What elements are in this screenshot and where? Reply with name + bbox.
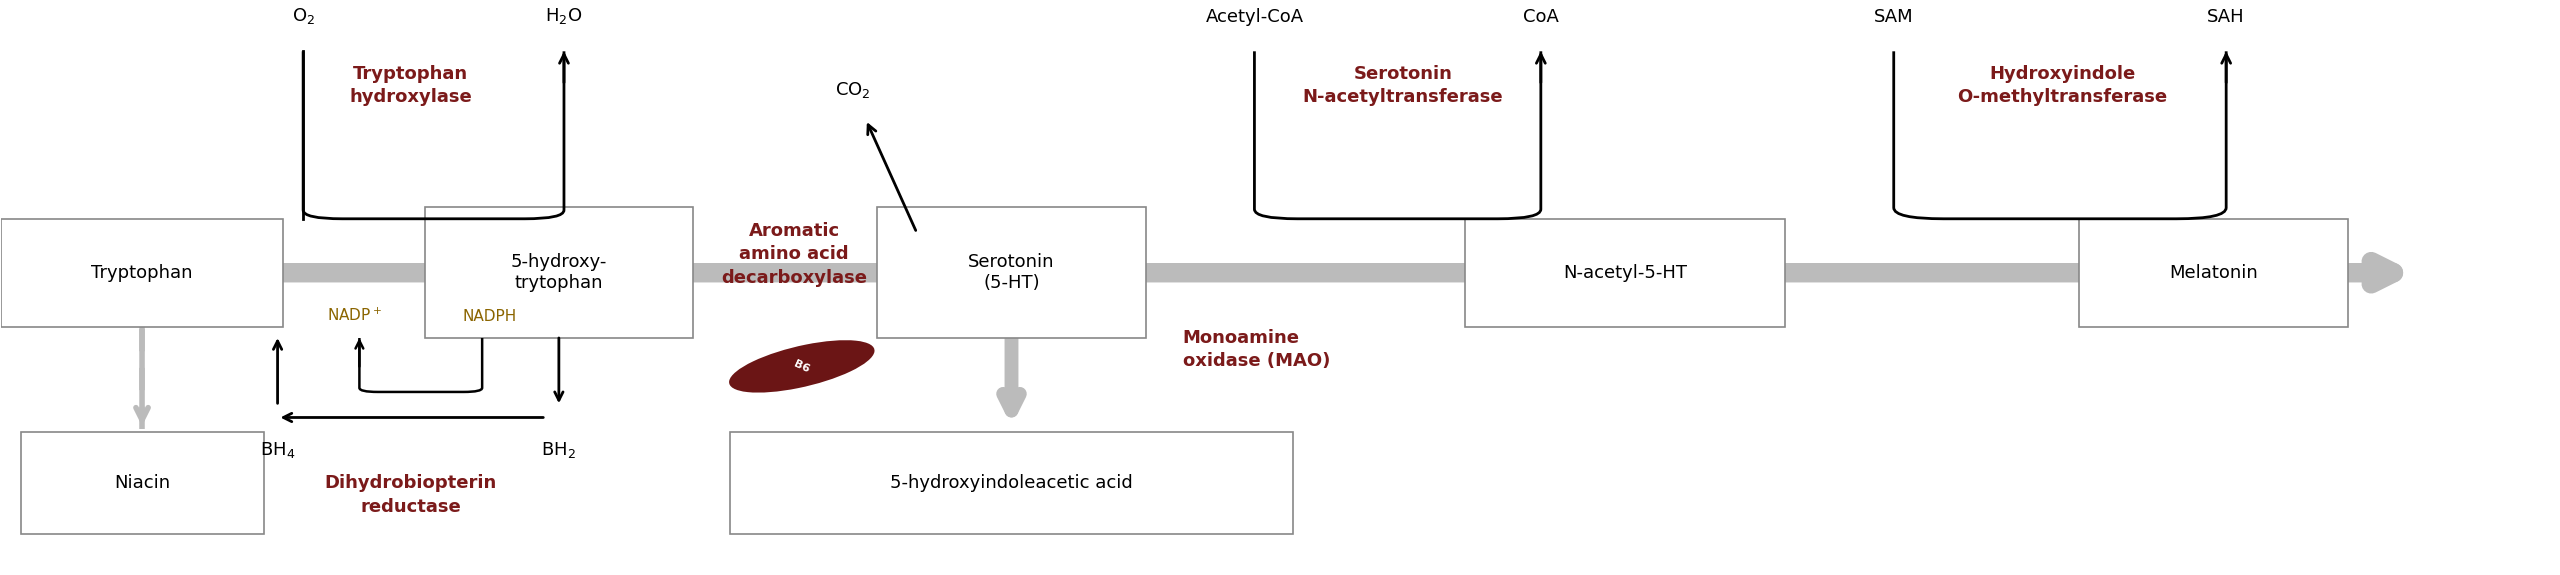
- Text: Tryptophan: Tryptophan: [92, 264, 192, 282]
- Text: Serotonin
(5-HT): Serotonin (5-HT): [968, 254, 1055, 292]
- Text: BH$_4$: BH$_4$: [261, 440, 294, 460]
- Text: Monoamine
oxidase (MAO): Monoamine oxidase (MAO): [1183, 328, 1331, 370]
- Text: BH$_2$: BH$_2$: [543, 440, 576, 460]
- Text: SAM: SAM: [1874, 8, 1912, 26]
- FancyBboxPatch shape: [3, 218, 282, 327]
- FancyBboxPatch shape: [1464, 218, 1784, 327]
- FancyBboxPatch shape: [878, 208, 1147, 338]
- Text: B6: B6: [794, 358, 812, 374]
- Text: NADP$^+$: NADP$^+$: [328, 306, 381, 324]
- Text: Aromatic
amino acid
decarboxylase: Aromatic amino acid decarboxylase: [722, 221, 868, 287]
- Text: Serotonin
N-acetyltransferase: Serotonin N-acetyltransferase: [1303, 64, 1503, 106]
- Text: 5-hydroxyindoleacetic acid: 5-hydroxyindoleacetic acid: [891, 474, 1134, 492]
- Text: Acetyl-CoA: Acetyl-CoA: [1206, 8, 1303, 26]
- Text: NADPH: NADPH: [463, 309, 517, 324]
- Text: H$_2$O: H$_2$O: [545, 6, 584, 26]
- FancyBboxPatch shape: [730, 432, 1293, 534]
- Text: SAH: SAH: [2207, 8, 2245, 26]
- Text: Tryptophan
hydroxylase: Tryptophan hydroxylase: [348, 64, 471, 106]
- Text: O$_2$: O$_2$: [292, 6, 315, 26]
- Text: Dihydrobiopterin
reductase: Dihydrobiopterin reductase: [325, 474, 497, 516]
- FancyBboxPatch shape: [20, 432, 264, 534]
- Text: Niacin: Niacin: [115, 474, 169, 492]
- Text: CoA: CoA: [1523, 8, 1559, 26]
- Text: 5-hydroxy-
trytophan: 5-hydroxy- trytophan: [509, 254, 607, 292]
- Text: Melatonin: Melatonin: [2168, 264, 2258, 282]
- FancyBboxPatch shape: [425, 208, 694, 338]
- Text: N-acetyl-5-HT: N-acetyl-5-HT: [1564, 264, 1687, 282]
- Ellipse shape: [730, 340, 876, 393]
- FancyBboxPatch shape: [2079, 218, 2348, 327]
- Text: Hydroxyindole
O-methyltransferase: Hydroxyindole O-methyltransferase: [1958, 64, 2168, 106]
- Text: CO$_2$: CO$_2$: [835, 79, 870, 99]
